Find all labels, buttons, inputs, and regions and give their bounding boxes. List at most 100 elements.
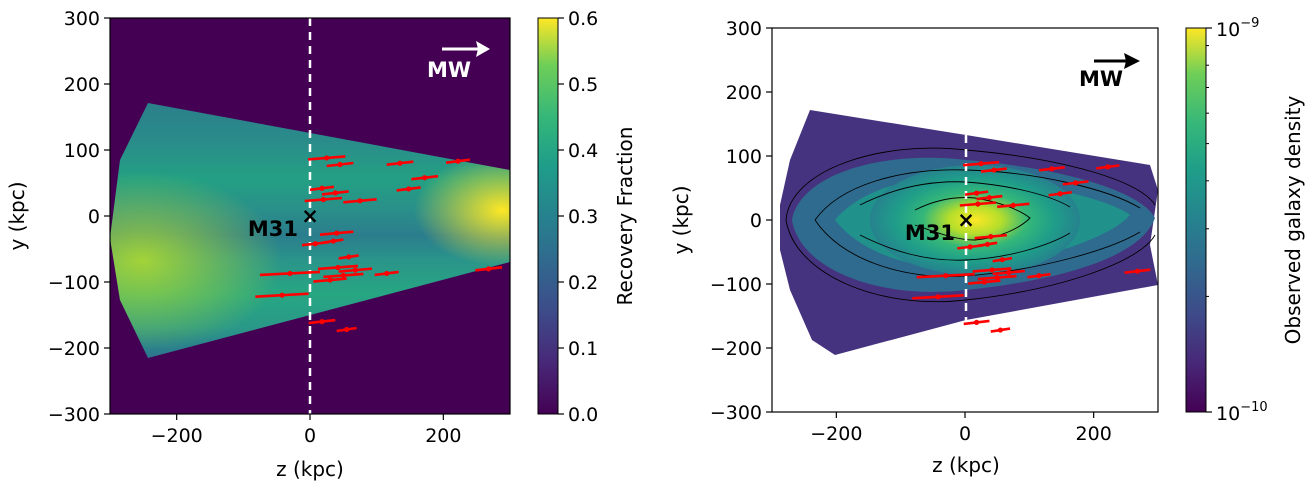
left-satellite-point xyxy=(319,185,325,191)
right-satellite-point xyxy=(989,267,995,273)
left-satellite-point xyxy=(324,155,330,161)
left-m31-label: M31 xyxy=(248,217,298,241)
right-y-tick-label: 0 xyxy=(750,210,762,232)
left-satellite-point xyxy=(332,190,338,196)
right-y-tick-label: 300 xyxy=(726,18,762,40)
right-satellite-point xyxy=(1134,268,1141,274)
right-satellite-point xyxy=(1073,180,1079,186)
left-satellite-point xyxy=(357,198,363,204)
right-y-tick-label: 200 xyxy=(726,82,762,104)
left-colorbar-tick-label: 0.5 xyxy=(568,74,598,96)
right-m31-marker: × xyxy=(957,208,975,232)
right-density-core xyxy=(870,165,1080,275)
left-colorbar-tick-label: 0.2 xyxy=(568,272,598,294)
right-x-tick-label: 0 xyxy=(959,423,971,445)
right-colorbar-tick-label: 10−9 xyxy=(1216,16,1259,41)
right-satellite-point xyxy=(973,319,980,325)
left-m31-marker: × xyxy=(301,204,319,228)
left-x-ticks: −200 0 200 xyxy=(151,414,461,447)
right-satellite-point xyxy=(991,167,997,173)
right-satellite-point xyxy=(1105,164,1111,170)
left-mw-label: MW xyxy=(427,58,471,82)
right-satellite-point xyxy=(1049,166,1055,172)
left-mw-arrow xyxy=(442,41,490,57)
right-satellites xyxy=(912,160,1151,333)
left-satellite-point xyxy=(287,270,293,277)
right-x-axis-label: z (kpc) xyxy=(932,453,1000,477)
right-satellite-point xyxy=(997,327,1003,333)
right-y-tick-label: −100 xyxy=(710,274,762,296)
left-satellite-point xyxy=(486,266,492,272)
left-satellite-point xyxy=(320,196,326,203)
left-y-tick-label: −100 xyxy=(48,272,100,294)
left-satellites xyxy=(255,155,503,333)
left-satellite-point xyxy=(397,160,403,166)
left-satellite-point xyxy=(312,241,318,247)
right-m31-label: M31 xyxy=(905,221,955,245)
left-colorbar-label: Recovery Fraction xyxy=(613,127,637,306)
left-y-tick-label: 0 xyxy=(88,206,100,228)
right-y-axis-label: y (kpc) xyxy=(669,185,693,254)
right-satellite-point xyxy=(984,241,991,247)
right-satellite-point xyxy=(978,161,984,167)
right-satellite-point xyxy=(988,234,994,240)
left-y-tick-label: 100 xyxy=(64,140,100,162)
left-y-tick-label: −200 xyxy=(48,338,100,360)
right-x-tick-label: −200 xyxy=(810,423,862,445)
left-colorbar-tick-label: 0.4 xyxy=(568,140,598,162)
left-x-tick-label: −200 xyxy=(151,425,203,447)
right-y-tick-label: −300 xyxy=(710,402,762,424)
left-y-axis-label: y (kpc) xyxy=(5,181,29,250)
left-y-tick-label: 200 xyxy=(64,74,100,96)
right-x-ticks: −200 0 200 xyxy=(810,412,1112,445)
left-satellite-point xyxy=(352,267,358,273)
right-colorbar xyxy=(1185,27,1207,413)
left-colorbar-tick-label: 0.3 xyxy=(568,206,598,228)
right-satellite-point xyxy=(986,195,993,201)
left-colorbar-tick-label: 0.1 xyxy=(568,338,598,360)
left-colorbar-ticks: 0.0 0.1 0.2 0.3 0.4 0.5 0.6 xyxy=(558,8,598,426)
left-satellite-point xyxy=(334,230,340,236)
right-mw-arrow xyxy=(1094,53,1140,69)
right-satellite-point xyxy=(975,201,981,207)
left-colorbar xyxy=(537,17,559,415)
left-y-tick-label: 300 xyxy=(64,8,100,30)
right-satellite-point xyxy=(999,257,1005,263)
right-panel: × M31 MW −200 0 200 300 200 100 0 −100 −200 −300… xyxy=(669,16,1305,477)
left-panel: × M31 MW −200 0 200 300 200 100 0 −100 −200 −300… xyxy=(5,8,637,481)
left-satellite-point xyxy=(346,254,352,260)
left-x-tick-label: 200 xyxy=(425,425,461,447)
left-satellite-point xyxy=(337,161,343,168)
left-satellite-point xyxy=(330,238,336,244)
right-x-tick-label: 200 xyxy=(1076,423,1112,445)
right-contour-4 xyxy=(914,197,1031,241)
right-satellite-point xyxy=(973,190,980,196)
right-y-tick-label: −200 xyxy=(710,338,762,360)
right-satellite-point xyxy=(1006,269,1012,276)
right-satellite-point xyxy=(1036,273,1042,279)
left-satellite-point xyxy=(344,326,350,333)
right-satellite-point xyxy=(967,244,973,250)
right-satellite-point xyxy=(943,273,949,279)
right-colorbar-tick-label: 10−10 xyxy=(1216,400,1268,425)
left-x-axis-label: z (kpc) xyxy=(276,457,344,481)
left-satellite-point xyxy=(455,158,461,164)
right-y-ticks: 300 200 100 0 −100 −200 −300 xyxy=(710,18,772,424)
right-satellite-point xyxy=(981,279,987,285)
left-satellite-point xyxy=(319,319,325,325)
left-satellite-point xyxy=(327,277,333,283)
left-y-tick-label: −300 xyxy=(48,404,100,426)
left-satellite-point xyxy=(340,272,346,278)
left-colorbar-tick-label: 0.0 xyxy=(568,404,598,426)
right-mw-label: MW xyxy=(1079,67,1123,91)
left-colorbar-tick-label: 0.6 xyxy=(568,8,598,30)
left-satellite-point xyxy=(335,264,341,271)
right-satellite-point xyxy=(1010,202,1016,208)
left-x-tick-label: 0 xyxy=(304,425,316,447)
left-satellite-point xyxy=(422,175,428,181)
right-satellite-point xyxy=(935,294,941,300)
left-satellite-point xyxy=(384,270,390,277)
right-satellite-point xyxy=(1057,191,1063,197)
left-satellite-point xyxy=(279,292,285,298)
